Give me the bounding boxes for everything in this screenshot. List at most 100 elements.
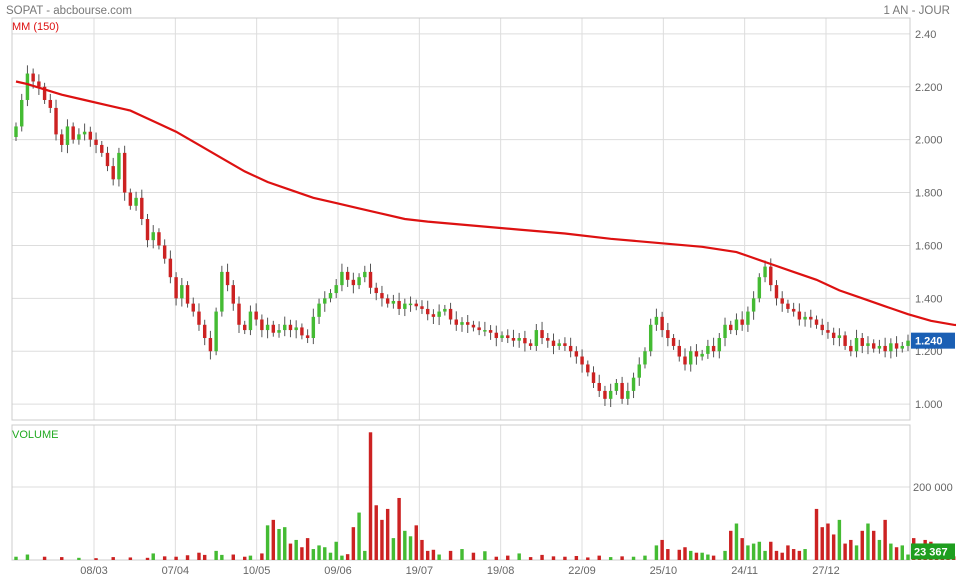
volume-bar xyxy=(711,555,716,560)
candle-body xyxy=(883,345,887,352)
candle-body xyxy=(523,338,527,344)
candle-body xyxy=(100,144,104,153)
candle-body xyxy=(208,338,213,352)
candle-body xyxy=(791,308,796,312)
price-tick-label: 2.200 xyxy=(915,82,943,94)
volume-bar xyxy=(740,538,744,560)
volume-bar xyxy=(145,557,150,560)
candle-body xyxy=(448,308,453,320)
candle-body xyxy=(317,303,321,317)
candle-body xyxy=(128,192,133,206)
candle-body xyxy=(608,390,613,399)
volume-bar xyxy=(803,549,807,560)
volume-bar xyxy=(77,557,81,560)
last-volume-badge xyxy=(911,543,955,560)
volume-tick-label: 200 000 xyxy=(913,482,953,494)
candle-body xyxy=(31,73,35,82)
candle-body xyxy=(77,134,81,140)
candle-body xyxy=(877,345,882,349)
volume-bar xyxy=(294,539,298,560)
candle-body xyxy=(648,324,653,352)
candle-body xyxy=(866,343,870,346)
candle-body xyxy=(574,351,579,357)
candle-body xyxy=(42,86,47,100)
volume-bar xyxy=(780,552,784,560)
candle-body xyxy=(746,311,750,325)
candle-body xyxy=(734,319,739,331)
candle-body xyxy=(225,271,230,286)
volume-bar xyxy=(763,550,767,560)
volume-bar xyxy=(797,550,802,560)
volume-bar xyxy=(300,547,304,560)
last-volume-value: 23 367 xyxy=(914,546,948,558)
candle-body xyxy=(214,311,218,352)
candle-body xyxy=(826,330,830,333)
candle-body xyxy=(94,139,98,145)
candle-body xyxy=(654,316,659,325)
candle-body xyxy=(305,335,310,339)
date-tick-label: 27/12 xyxy=(812,565,840,577)
candle-body xyxy=(677,345,681,357)
candle-body xyxy=(751,298,756,312)
candle-body xyxy=(666,330,670,339)
candle-body xyxy=(786,303,790,309)
candle-body xyxy=(403,303,407,309)
candle-body xyxy=(820,324,824,331)
candle-body xyxy=(563,343,567,346)
candle-body xyxy=(540,330,544,339)
volume-bar xyxy=(877,539,882,560)
candle-body xyxy=(71,126,75,140)
candle-body xyxy=(740,319,744,325)
price-tick-label: 1.600 xyxy=(915,240,943,252)
candle-body xyxy=(511,338,516,341)
candle-body xyxy=(328,293,333,299)
volume-bar xyxy=(162,556,167,560)
candle-body xyxy=(380,293,384,299)
candle-body xyxy=(294,327,298,331)
volume-bar xyxy=(540,554,544,560)
candle-body xyxy=(397,300,401,309)
volume-bar xyxy=(883,519,887,560)
volume-bar xyxy=(900,545,904,560)
candle-body xyxy=(614,382,619,391)
volume-bar xyxy=(837,519,842,560)
candle-body xyxy=(706,345,710,354)
candle-body xyxy=(620,382,624,399)
date-tick-label: 07/04 xyxy=(162,565,190,577)
volume-bar xyxy=(786,545,790,560)
volume-bar xyxy=(14,556,18,560)
candle-body xyxy=(357,277,361,286)
candle-body xyxy=(185,285,190,304)
candle-body xyxy=(340,271,344,286)
volume-bar xyxy=(385,508,390,560)
candle-body xyxy=(243,324,247,331)
candle-body xyxy=(288,324,293,331)
candle-body xyxy=(568,345,573,352)
volume-bar xyxy=(860,530,864,560)
candle-body xyxy=(580,356,584,365)
candle-body xyxy=(774,285,779,299)
volume-bar xyxy=(288,543,293,560)
candle-body xyxy=(500,335,504,339)
candle-body xyxy=(637,364,641,378)
volume-bar xyxy=(574,555,579,560)
candle-body xyxy=(260,319,264,331)
volume-bar xyxy=(25,554,30,560)
volume-bar xyxy=(586,557,590,560)
volume-bar xyxy=(889,543,893,560)
candle-body xyxy=(871,343,876,349)
candle-body xyxy=(37,81,41,87)
candle-body xyxy=(111,166,115,180)
candle-body xyxy=(443,308,447,312)
candle-body xyxy=(683,356,687,365)
price-tick-label: 2.000 xyxy=(915,135,943,147)
candle-body xyxy=(157,232,161,246)
candle-body xyxy=(231,285,235,304)
volume-bar xyxy=(506,555,510,560)
volume-bar xyxy=(197,552,201,560)
volume-bar xyxy=(831,534,836,560)
candle-body xyxy=(391,300,396,304)
candle-body xyxy=(506,335,510,339)
candle-body xyxy=(220,271,224,312)
volume-bar xyxy=(734,523,739,560)
